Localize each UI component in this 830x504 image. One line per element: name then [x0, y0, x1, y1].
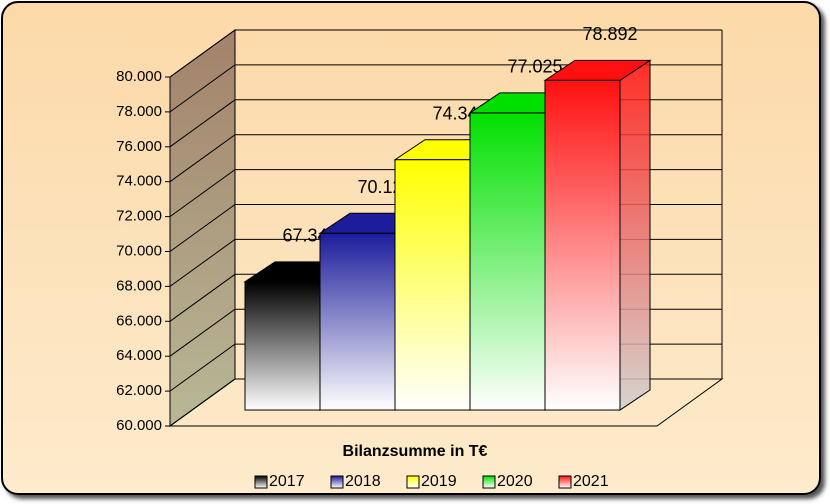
y-tick-label: 78.000: [116, 103, 162, 120]
y-tick-label: 70.000: [116, 242, 162, 259]
bar: [544, 79, 621, 411]
y-tick-label: 74.000: [116, 173, 162, 190]
bar: [244, 281, 321, 411]
legend-swatch: [330, 475, 344, 489]
y-tick-label: 80.000: [116, 68, 162, 85]
bar: [319, 232, 396, 411]
legend-label: 2020: [497, 473, 533, 490]
x-axis-label: Bilanzsumme in T€: [343, 443, 488, 460]
legend-label: 2018: [345, 473, 381, 490]
y-tick-label: 68.000: [116, 277, 162, 294]
legend-label: 2021: [573, 473, 609, 490]
y-tick-label: 62.000: [116, 382, 162, 399]
legend-label: 2019: [421, 473, 457, 490]
y-tick-label: 72.000: [116, 208, 162, 225]
grid-line: [169, 29, 722, 78]
legend-swatch: [558, 475, 572, 489]
bar: [394, 159, 471, 411]
value-label: 78.892: [582, 24, 637, 44]
legend-swatch: [254, 475, 268, 489]
y-tick-label: 64.000: [116, 347, 162, 364]
bar-side: [619, 59, 651, 411]
legend-swatch: [406, 475, 420, 489]
value-label: 77.025: [507, 57, 562, 77]
grid-line: [169, 64, 722, 113]
legend-label: 2017: [269, 473, 305, 490]
legend-swatch: [482, 475, 496, 489]
y-tick-label: 66.000: [116, 312, 162, 329]
y-tick-label: 76.000: [116, 138, 162, 155]
y-tick-label: 60.000: [116, 417, 162, 434]
bar: [469, 112, 546, 411]
